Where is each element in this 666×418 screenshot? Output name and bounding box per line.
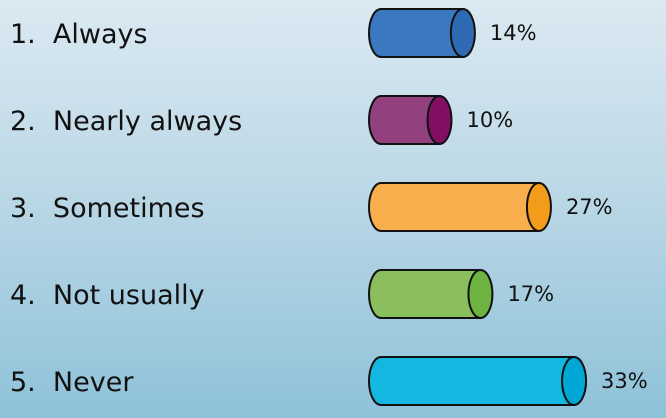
bar bbox=[368, 356, 588, 406]
bar-end-cap bbox=[467, 269, 494, 319]
bar-end-cap bbox=[426, 95, 453, 145]
category-label: 2. Nearly always bbox=[10, 106, 242, 137]
bar-body bbox=[368, 269, 482, 319]
category-label: 3. Sometimes bbox=[10, 193, 205, 224]
bars-group bbox=[368, 8, 588, 406]
value-label: 10% bbox=[467, 108, 514, 132]
bar bbox=[368, 8, 476, 58]
bar-end-cap bbox=[561, 356, 588, 406]
category-label: 1. Always bbox=[10, 19, 148, 50]
value-label: 33% bbox=[601, 369, 648, 393]
bar-body bbox=[368, 95, 441, 145]
bar-body bbox=[368, 182, 540, 232]
value-label: 14% bbox=[490, 21, 537, 45]
value-label: 27% bbox=[566, 195, 613, 219]
value-labels-group: 14% 10% 27% 17% 33% bbox=[467, 21, 648, 393]
bar-end-cap bbox=[449, 8, 476, 58]
bar bbox=[368, 95, 453, 145]
category-label: 4. Not usually bbox=[10, 280, 205, 311]
bar-end-cap bbox=[525, 182, 552, 232]
bar bbox=[368, 269, 494, 319]
bar-body bbox=[368, 8, 464, 58]
category-label: 5. Never bbox=[10, 367, 134, 398]
category-labels-group: 1. Always 2. Nearly always 3. Sometimes 4. … bbox=[10, 19, 242, 398]
bar-body bbox=[368, 356, 576, 406]
value-label: 17% bbox=[507, 282, 554, 306]
bar bbox=[368, 182, 552, 232]
